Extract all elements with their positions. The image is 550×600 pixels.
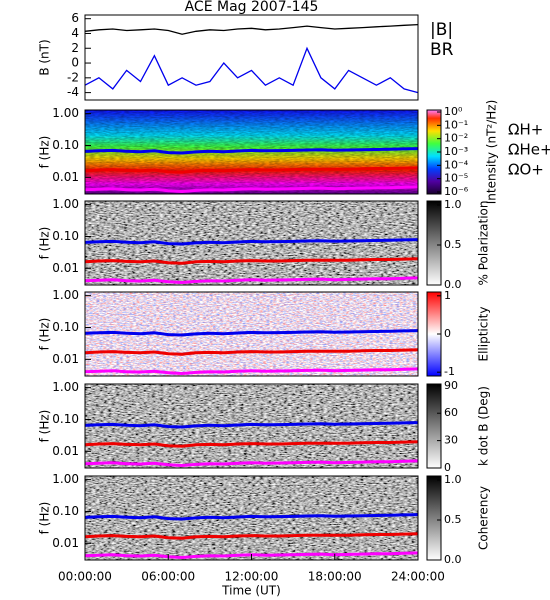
x-tick-label: 06:00:00 <box>141 570 195 584</box>
y-tick-label: 0.10 <box>52 229 79 243</box>
gyrofrequency-line <box>84 459 419 468</box>
legend-label: ΩHe+ <box>508 141 550 159</box>
colorbar-tick-label: 0.0 <box>444 553 462 566</box>
axes-frame <box>84 14 419 101</box>
legend-label: |B| <box>430 20 453 40</box>
gyrofrequency-line <box>84 166 419 174</box>
gyrofrequency-line <box>84 185 419 194</box>
gyrofrequency-line <box>84 421 419 429</box>
y-tick-label: 1.00 <box>52 197 79 211</box>
y-tick-label: 0.01 <box>52 352 79 366</box>
y-tick-label: -4 <box>67 85 79 99</box>
colorbar-tick-label: 1.0 <box>444 473 462 486</box>
colorbar-tick-label: 0.5 <box>444 238 462 251</box>
colorbar-tick-label: 1.0 <box>444 198 462 211</box>
y-axis-label: B (nT) <box>38 39 52 75</box>
colorbar-tick-label: 10⁻³ <box>444 145 468 158</box>
x-tick-label: 12:00:00 <box>225 570 279 584</box>
y-tick-label: 0.10 <box>52 504 79 518</box>
gyrofrequency-line <box>84 257 419 265</box>
colorbar-tick-label: -1 <box>444 365 455 378</box>
y-tick-label: 1.00 <box>52 380 79 394</box>
line <box>84 23 419 35</box>
gyrofrequency-line <box>84 440 419 448</box>
colorbar-tick-label: 0 <box>444 327 451 340</box>
legend-label: ΩH+ <box>508 121 543 139</box>
colorbar-tick-label: 0.5 <box>444 513 462 526</box>
colorbar-tick-label: 10⁻⁶ <box>444 185 469 198</box>
y-tick-label: 0.01 <box>52 536 79 550</box>
x-tick-label: 18:00:00 <box>308 570 362 584</box>
y-tick-label: 0.10 <box>52 412 79 426</box>
line <box>84 46 419 94</box>
gyrofrequency-line <box>84 348 419 356</box>
colorbar-tick-label: 1 <box>444 289 451 302</box>
axes-frame <box>84 383 419 469</box>
y-axis-label: f (Hz) <box>38 502 52 535</box>
colorbar-tick-label: 10⁻² <box>444 132 468 145</box>
colorbar <box>426 200 442 286</box>
y-tick-label: 2 <box>71 41 79 55</box>
y-tick-label: 0.01 <box>52 170 79 184</box>
colorbar <box>426 383 442 469</box>
gyrofrequency-line <box>84 238 419 246</box>
legend-label: BR <box>430 40 454 60</box>
axes-frame <box>84 200 419 286</box>
colorbar-label: Intensity (nT²/Hz) <box>485 100 499 205</box>
y-axis-label: f (Hz) <box>38 410 52 443</box>
y-tick-label: 0.10 <box>52 320 79 334</box>
y-tick-label: 1.00 <box>52 106 79 120</box>
colorbar-label: k dot B (Deg) <box>477 386 491 466</box>
colorbar-tick-label: 10⁰ <box>444 105 463 118</box>
y-axis-label: f (Hz) <box>38 227 52 260</box>
colorbar-label: Ellipticity <box>477 307 491 362</box>
gyrofrequency-line <box>84 276 419 285</box>
colorbar-tick-label: 60 <box>444 406 458 419</box>
gyrofrequency-line <box>84 329 419 337</box>
gyrofrequency-line <box>84 367 419 376</box>
y-tick-label: 1.00 <box>52 472 79 486</box>
y-axis-label: f (Hz) <box>38 318 52 351</box>
colorbar <box>426 475 442 561</box>
y-tick-label: 0.01 <box>52 444 79 458</box>
colorbar-tick-label: 10⁻⁴ <box>444 158 469 171</box>
axes-frame <box>84 109 419 195</box>
gyrofrequency-line <box>84 147 419 155</box>
chart-title: ACE Mag 2007-145 <box>185 0 319 15</box>
y-tick-label: -2 <box>67 70 79 84</box>
colorbar-tick-label: 10⁻⁵ <box>444 172 468 185</box>
y-tick-label: 6 <box>71 11 79 25</box>
x-tick-label: 00:00:00 <box>58 570 112 584</box>
colorbar-tick-label: 10⁻¹ <box>444 118 468 131</box>
x-tick-label: 24:00:00 <box>391 570 445 584</box>
colorbar-tick-label: 90 <box>444 379 458 392</box>
axes-frame <box>84 291 419 377</box>
y-axis-label: f (Hz) <box>38 136 52 169</box>
legend-label: ΩO+ <box>508 161 544 179</box>
colorbar-label: % Polarization <box>477 201 491 286</box>
colorbar-tick-label: 0.0 <box>444 278 462 291</box>
gyrofrequency-line <box>84 513 419 521</box>
x-axis-label: Time (UT) <box>221 584 281 598</box>
colorbar-tick-label: 30 <box>444 434 458 447</box>
y-tick-label: 0.01 <box>52 261 79 275</box>
y-tick-label: 4 <box>71 26 79 40</box>
gyrofrequency-line <box>84 532 419 540</box>
y-tick-label: 0 <box>71 56 79 70</box>
colorbar-tick-label: 0 <box>444 461 451 474</box>
y-tick-label: 1.00 <box>52 288 79 302</box>
y-tick-label: 0.10 <box>52 138 79 152</box>
colorbar-label: Coherency <box>477 486 491 550</box>
